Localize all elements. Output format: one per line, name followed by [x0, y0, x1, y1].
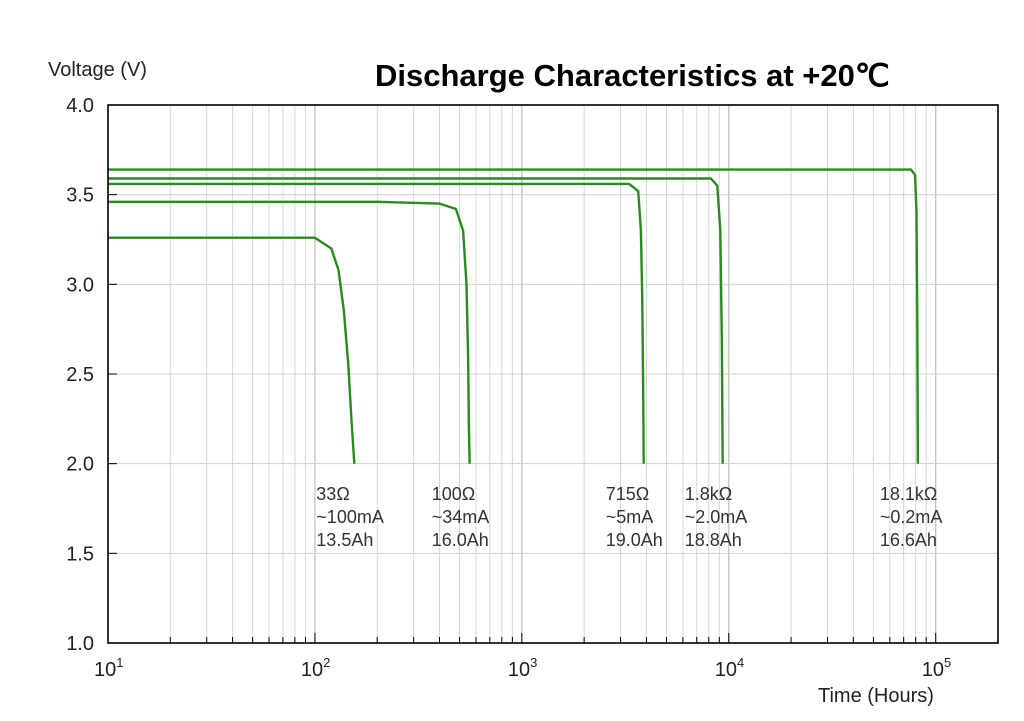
series-annotation-2: 16.0Ah	[432, 530, 489, 550]
series-annotation-1: 33Ω	[316, 484, 349, 504]
series-line-2	[108, 200, 471, 464]
x-tick-label: 101	[94, 655, 123, 681]
y-tick-label: 3.0	[66, 274, 94, 296]
grid-lines	[107, 104, 999, 644]
series-line-1	[108, 236, 356, 464]
series-annotations: 33Ω ~100mA 13.5Ah 100Ω ~34mA 16.0Ah 715Ω ~5mA 19…	[316, 484, 942, 550]
series-annotation-3: ~5mA	[606, 507, 654, 527]
x-tick-label: 105	[922, 655, 951, 681]
series-annotation-1: ~100mA	[316, 507, 384, 527]
series-annotation-3: 715Ω	[606, 484, 650, 504]
series-annotation-2: 100Ω	[432, 484, 476, 504]
series-annotation-4: 18.8Ah	[685, 530, 742, 550]
y-tick-label: 1.5	[66, 543, 94, 565]
series-annotation-3: 19.0Ah	[606, 530, 663, 550]
y-tick-label: 1.0	[66, 633, 94, 655]
chart-title: Discharge Characteristics at +20℃	[375, 58, 890, 93]
y-tick-label: 3.5	[66, 185, 94, 207]
series-annotation-4: 1.8kΩ	[685, 484, 732, 504]
series-annotation-5: ~0.2mA	[880, 507, 943, 527]
series-line-3	[108, 182, 645, 464]
x-tick-label: 103	[508, 655, 537, 681]
series-line-5	[108, 168, 920, 464]
series-lines	[108, 168, 920, 464]
series-annotation-2: ~34mA	[432, 507, 490, 527]
series-annotation-4: ~2.0mA	[685, 507, 748, 527]
series-annotation-5: 16.6Ah	[880, 530, 937, 550]
plot-frame	[107, 104, 999, 644]
y-tick-label: 4.0	[66, 95, 94, 117]
series-line-4	[108, 177, 724, 464]
x-tick-label: 102	[301, 655, 330, 681]
y-axis-label: Voltage (V)	[48, 59, 147, 81]
series-annotation-1: 13.5Ah	[316, 530, 373, 550]
series-annotation-5: 18.1kΩ	[880, 484, 938, 504]
y-tick-label: 2.0	[66, 454, 94, 476]
x-tick-label: 104	[715, 655, 744, 681]
y-tick-label: 2.5	[66, 364, 94, 386]
x-axis-label: Time (Hours)	[818, 685, 934, 707]
